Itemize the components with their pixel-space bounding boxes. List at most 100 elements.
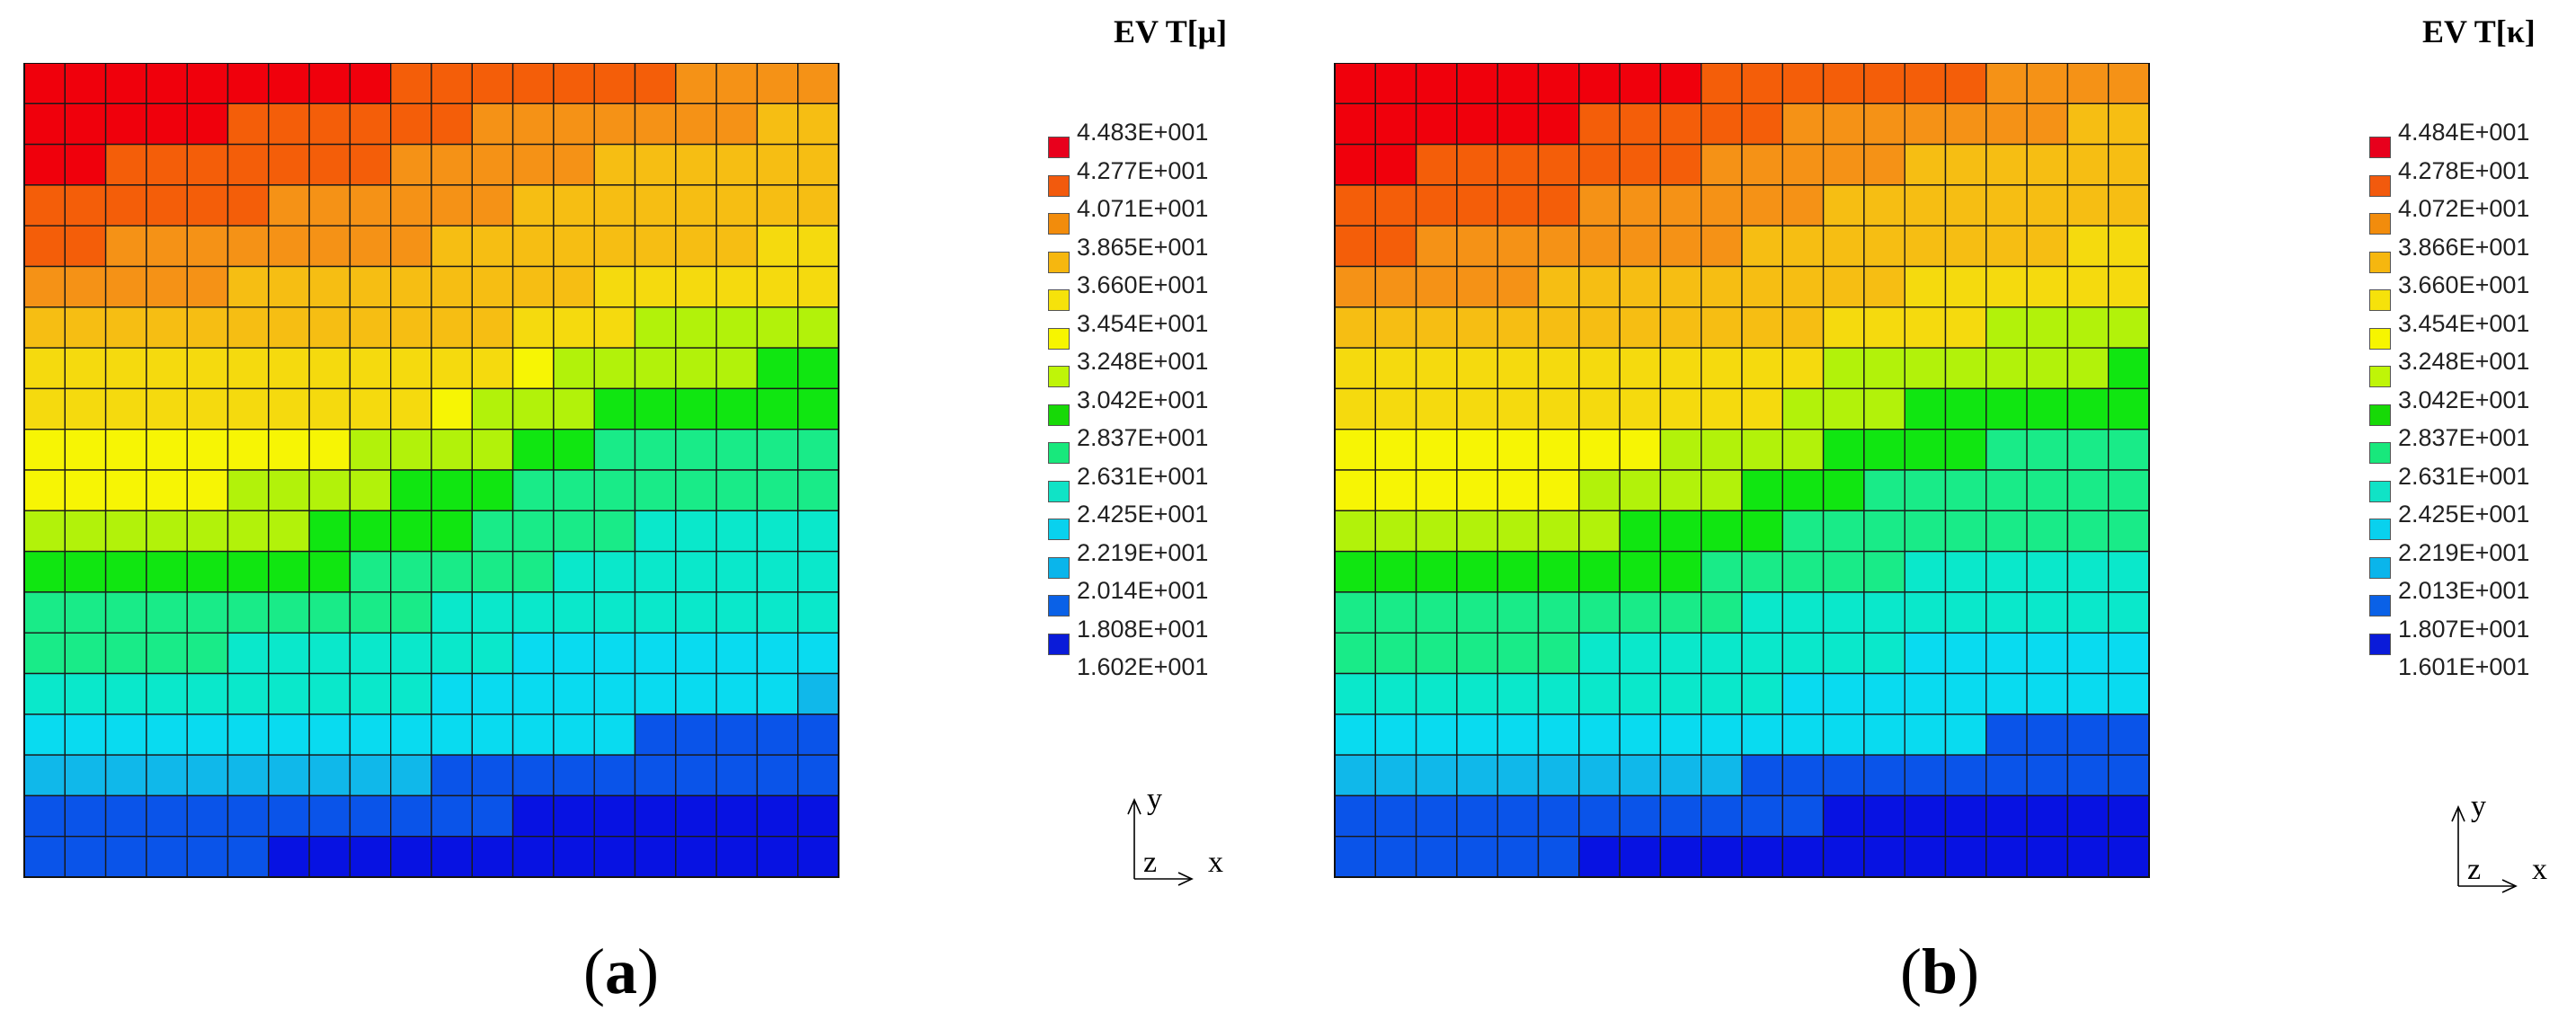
heatmap-cell: [227, 836, 270, 878]
heatmap-cell: [349, 429, 392, 471]
heatmap-cell: [1334, 306, 1376, 349]
legend-swatch: [1048, 213, 1070, 235]
heatmap-cell: [593, 63, 636, 104]
heatmap-cell: [146, 754, 188, 797]
heatmap-cell: [1456, 714, 1498, 756]
heatmap-cell: [146, 836, 188, 878]
heatmap-cell: [1863, 306, 1905, 349]
caption-a: (a): [583, 935, 659, 1009]
heatmap-cell: [64, 714, 107, 756]
heatmap-cell: [1415, 714, 1458, 756]
heatmap-cell: [715, 306, 759, 349]
heatmap-cell: [797, 632, 839, 675]
heatmap-cell: [1374, 102, 1417, 146]
heatmap-cell: [511, 794, 555, 838]
heatmap-cell: [756, 265, 799, 308]
legend-label: 1.808E+001: [1077, 615, 1209, 643]
heatmap-cell: [227, 387, 270, 430]
heatmap-cell: [1659, 794, 1702, 838]
heatmap-cell: [1537, 387, 1580, 430]
heatmap-cell: [634, 102, 677, 146]
heatmap-cell: [64, 672, 107, 715]
heatmap-cell: [1497, 387, 1540, 430]
heatmap-cell: [471, 672, 514, 715]
legend-label: 1.602E+001: [1077, 653, 1209, 680]
heatmap-cell: [2066, 632, 2110, 675]
heatmap-cell: [268, 347, 310, 390]
heatmap-cell: [1822, 306, 1865, 349]
heatmap-cell: [308, 794, 351, 838]
heatmap-cell: [1334, 510, 1376, 553]
heatmap-cell: [1904, 550, 1947, 593]
heatmap-cell: [2108, 429, 2150, 471]
legend-label: 2.014E+001: [1077, 577, 1209, 604]
heatmap-cell: [1619, 63, 1662, 104]
heatmap-cell: [431, 836, 473, 878]
heatmap-cell: [1374, 754, 1417, 797]
heatmap-cell: [227, 225, 270, 268]
heatmap-cell: [104, 714, 147, 756]
heatmap-cell: [553, 754, 595, 797]
heatmap-cell: [1741, 347, 1783, 390]
heatmap-cell: [146, 63, 188, 104]
heatmap-cell: [227, 510, 270, 553]
heatmap-cell: [2026, 63, 2069, 104]
legend-label: 2.837E+001: [1077, 424, 1209, 451]
heatmap-cell: [268, 143, 310, 186]
heatmap-cell: [1701, 225, 1743, 268]
heatmap-cell: [1415, 387, 1458, 430]
heatmap-cell: [1374, 672, 1417, 715]
panel-a: EV T[μ] 4.483E+001 4.277E+001 4.071E+001 3.…: [23, 13, 1227, 1009]
heatmap-cell: [1781, 225, 1825, 268]
heatmap-cell: [715, 794, 759, 838]
heatmap-cell: [308, 225, 351, 268]
legend-label: 1.807E+001: [2398, 615, 2530, 643]
heatmap-cell: [675, 714, 717, 756]
heatmap-cell: [1578, 347, 1621, 390]
heatmap-cell: [308, 265, 351, 308]
heatmap-cell: [553, 632, 595, 675]
heatmap-cell: [1578, 102, 1621, 146]
axis-x-label-a: x: [1208, 846, 1223, 879]
heatmap-cell: [511, 387, 555, 430]
heatmap-cell: [104, 550, 147, 593]
heatmap-cell: [1985, 102, 2028, 146]
heatmap-cell: [1578, 714, 1621, 756]
legend-swatch: [2369, 251, 2391, 273]
heatmap-cell: [1374, 469, 1417, 511]
heatmap-cell: [797, 429, 839, 471]
heatmap-cell: [146, 672, 188, 715]
heatmap-cell: [675, 510, 717, 553]
heatmap-cell: [553, 184, 595, 226]
heatmap-cell: [186, 184, 229, 226]
heatmap-cell: [1822, 672, 1865, 715]
heatmap-cell: [146, 306, 188, 349]
heatmap-cell: [1822, 469, 1865, 511]
heatmap-cell: [715, 510, 759, 553]
axis-x-label-b: x: [2532, 853, 2547, 886]
legend-label: 3.660E+001: [2398, 271, 2530, 298]
heatmap-cell: [1659, 265, 1702, 308]
heatmap-cell: [593, 225, 636, 268]
heatmap-cell: [593, 102, 636, 146]
heatmap-cell: [1537, 429, 1580, 471]
heatmap-cell: [2026, 836, 2069, 878]
heatmap-cell: [2108, 632, 2150, 675]
heatmap-cell: [1863, 143, 1905, 186]
heatmap-cell: [1334, 469, 1376, 511]
heatmap-cell: [227, 184, 270, 226]
heatmap-cell: [1537, 306, 1580, 349]
heatmap-cell: [1497, 591, 1540, 634]
legend-swatch: [2369, 633, 2391, 655]
heatmap-cell: [2108, 714, 2150, 756]
heatmap-cell: [1659, 225, 1702, 268]
heatmap-cell: [23, 632, 66, 675]
heatmap-cell: [1497, 347, 1540, 390]
heatmap-cell: [1944, 225, 1987, 268]
heatmap-cell: [146, 632, 188, 675]
heatmap-cell: [431, 429, 473, 471]
heatmap-cell: [308, 306, 351, 349]
heatmap-b: [1334, 63, 2150, 878]
heatmap-cell: [1619, 591, 1662, 634]
heatmap-cell: [553, 387, 595, 430]
